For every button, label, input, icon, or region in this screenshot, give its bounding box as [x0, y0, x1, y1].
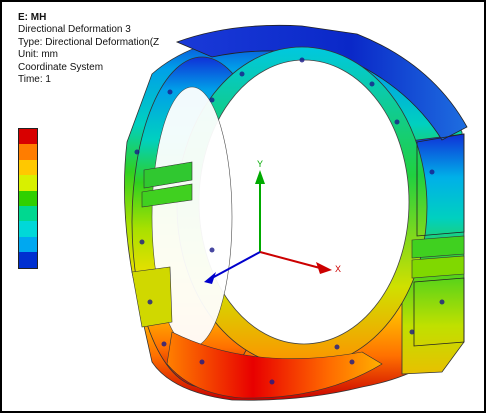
left-rib-upper [143, 161, 193, 189]
bolt-holes [134, 57, 445, 385]
result-info-panel: E: MH Directional Deformation 3 Type: Di… [18, 12, 159, 86]
result-coordinate-system: Coordinate System [18, 61, 104, 73]
color-legend [18, 128, 38, 269]
right-rib-upper [411, 235, 465, 259]
result-name: Directional Deformation 3 [18, 24, 131, 36]
left-flange [131, 266, 173, 328]
analysis-title: E: MH [18, 12, 47, 23]
x-axis [259, 251, 321, 269]
z-axis [211, 251, 261, 279]
result-type: Type: Directional Deformation(Z [18, 36, 160, 48]
housing-model [124, 24, 468, 401]
right-rib-lower [411, 255, 465, 279]
right-upper-frame [416, 133, 465, 237]
left-rib-lower [141, 183, 193, 208]
legend-swatch [19, 252, 37, 268]
legend-swatch [19, 159, 37, 176]
legend-swatch [19, 190, 37, 206]
x-axis-label: X [335, 264, 341, 274]
right-lower-frame [413, 277, 465, 347]
y-axis-label: Y [257, 159, 263, 169]
legend-swatch [19, 205, 37, 222]
legend-swatch [19, 129, 37, 145]
y-axis-arrow [255, 170, 265, 184]
legend-swatch [19, 236, 37, 253]
result-time: Time: 1 [18, 74, 51, 86]
housing-bottom-zone [166, 331, 383, 399]
legend-swatch [19, 144, 37, 160]
legend-swatch [19, 175, 37, 191]
x-axis-arrow [316, 262, 332, 274]
legend-swatch [19, 221, 37, 237]
z-axis-arrow [204, 272, 216, 284]
result-unit: Unit: mm [18, 49, 58, 61]
coordinate-triad: Y X [204, 159, 341, 284]
